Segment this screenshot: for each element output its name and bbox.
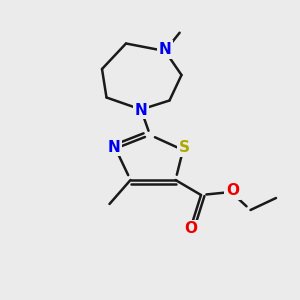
Text: O: O [226, 183, 239, 198]
Text: N: N [108, 140, 120, 154]
Text: O: O [184, 221, 197, 236]
Text: N: N [159, 42, 171, 57]
Text: N: N [135, 103, 147, 118]
Text: S: S [179, 140, 190, 155]
